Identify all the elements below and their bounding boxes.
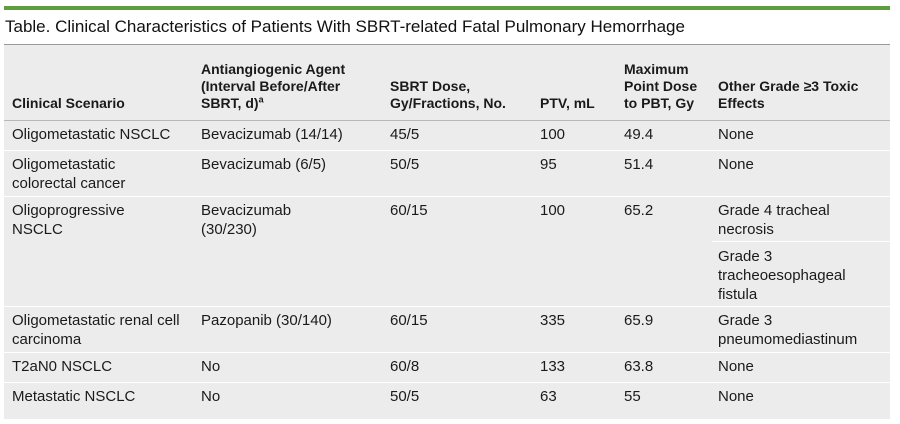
cell-toxic-effects: Grade 4 tracheal necrosis xyxy=(718,202,830,238)
table-header: Clinical Scenario Antiangiogenic Agent (… xyxy=(4,45,890,121)
table-row: Metastatic NSCLC No 50/5 63 55 None xyxy=(4,383,890,419)
table-row: Oligometastatic renal cell carcinoma Paz… xyxy=(4,307,890,353)
cell-toxic-effects: None xyxy=(718,156,754,173)
cell-sbrt-dose: 45/5 xyxy=(390,126,420,143)
accent-bar xyxy=(4,6,890,10)
header-max-point-dose: Maximum Point Dose to PBT, Gy xyxy=(624,61,698,111)
header-other-toxic-effects: Other Grade ≥3 Toxic Effects xyxy=(718,78,859,111)
cell-antiangiogenic-agent: Bevacizumab (6/5) xyxy=(201,156,327,173)
header-sbrt-dose: SBRT Dose, Gy/Fractions, No. xyxy=(390,78,506,111)
data-table: Clinical Scenario Antiangiogenic Agent (… xyxy=(4,44,890,419)
cell-ptv: 335 xyxy=(540,312,566,329)
cell-max-point-dose: 49.4 xyxy=(624,126,654,143)
cell-max-point-dose: 65.9 xyxy=(624,312,654,329)
cell-antiangiogenic-agent: No xyxy=(201,358,221,375)
cell-max-point-dose: 63.8 xyxy=(624,358,654,375)
cell-toxic-effects-secondary: Grade 3 tracheoesophageal fistula xyxy=(718,248,846,303)
cell-ptv: 133 xyxy=(540,358,566,375)
table-row: Oligoprogressive NSCLC Bevacizumab (30/2… xyxy=(4,197,890,307)
table-row: T2aN0 NSCLC No 60/8 133 63.8 None xyxy=(4,353,890,383)
cell-ptv: 95 xyxy=(540,156,557,173)
cell-sbrt-dose: 50/5 xyxy=(390,388,420,405)
cell-max-point-dose: 51.4 xyxy=(624,156,654,173)
cell-ptv: 100 xyxy=(540,126,566,143)
cell-clinical-scenario: Oligometastatic renal cell carcinoma xyxy=(12,312,180,348)
header-ptv: PTV, mL xyxy=(540,95,595,111)
cell-clinical-scenario: Oligometastatic colorectal cancer xyxy=(12,156,126,192)
cell-sbrt-dose: 60/8 xyxy=(390,358,420,375)
table-row: Oligometastatic colorectal cancer Bevaci… xyxy=(4,151,890,197)
cell-antiangiogenic-agent: No xyxy=(201,388,221,405)
cell-antiangiogenic-agent: Pazopanib (30/140) xyxy=(201,312,332,329)
cell-max-point-dose: 55 xyxy=(624,388,641,405)
cell-toxic-effects: None xyxy=(718,358,754,375)
cell-clinical-scenario: Metastatic NSCLC xyxy=(12,388,136,405)
cell-toxic-effects: Grade 3 pneumomediastinum xyxy=(718,312,858,348)
cell-ptv: 63 xyxy=(540,388,557,405)
cell-toxic-effects: None xyxy=(718,126,754,143)
table-row: Oligometastatic NSCLC Bevacizumab (14/14… xyxy=(4,121,890,151)
cell-antiangiogenic-agent: Bevacizumab (30/230) xyxy=(201,202,292,238)
footnote-marker: a xyxy=(258,94,264,105)
table-title: Table. Clinical Characteristics of Patie… xyxy=(5,17,685,36)
cell-sbrt-dose: 50/5 xyxy=(390,156,420,173)
cell-sbrt-dose: 60/15 xyxy=(390,312,428,329)
cell-clinical-scenario: T2aN0 NSCLC xyxy=(12,358,113,375)
header-antiangiogenic-agent: Antiangiogenic Agent (Interval Before/Af… xyxy=(201,61,346,111)
cell-max-point-dose: 65.2 xyxy=(624,202,654,219)
cell-clinical-scenario: Oligometastatic NSCLC xyxy=(12,126,171,143)
cell-clinical-scenario: Oligoprogressive NSCLC xyxy=(12,202,125,238)
cell-toxic-effects: None xyxy=(718,388,754,405)
cell-antiangiogenic-agent: Bevacizumab (14/14) xyxy=(201,126,343,143)
cell-ptv: 100 xyxy=(540,202,566,219)
header-clinical-scenario: Clinical Scenario xyxy=(12,95,125,111)
cell-sbrt-dose: 60/15 xyxy=(390,202,428,219)
toxic-subcell-divider xyxy=(712,241,890,242)
